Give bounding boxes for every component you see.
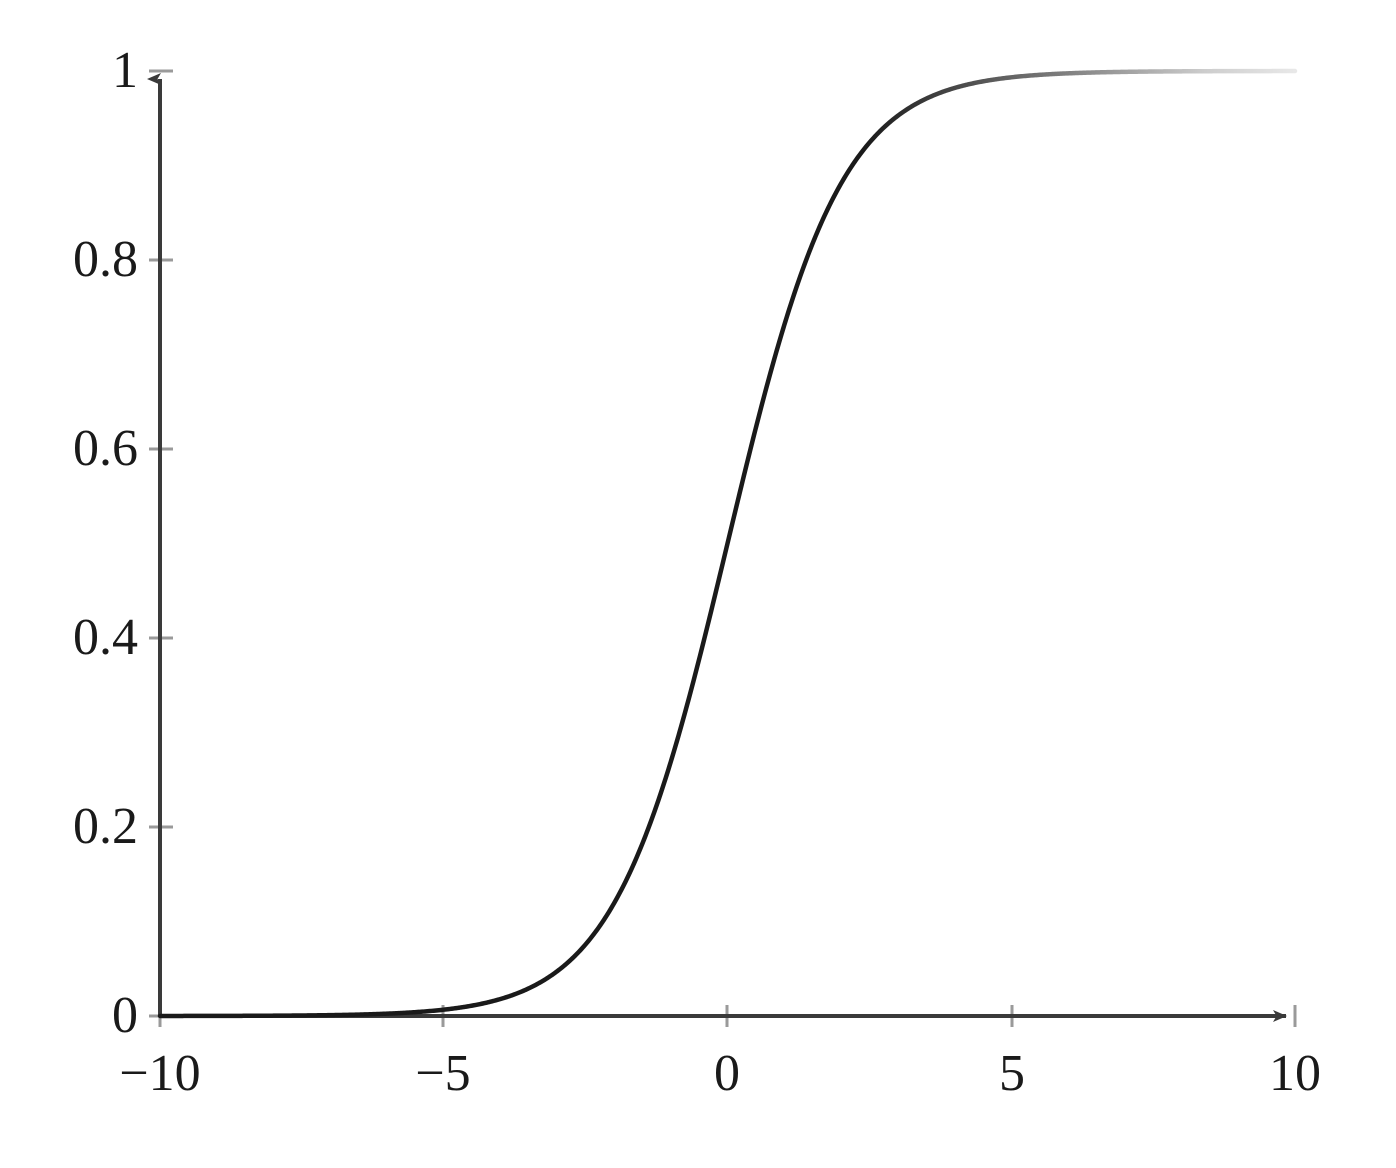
x-tick-label-0: 0 [714,1045,740,1102]
y-tick-label-0.6: 0.6 [73,420,138,477]
x-tick-label--5: −5 [415,1045,471,1102]
y-tick-label-0.8: 0.8 [73,231,138,288]
x-tick-label-10: 10 [1269,1045,1321,1102]
x-tick-label--10: −10 [119,1045,201,1102]
y-tick-label-0.2: 0.2 [73,798,138,855]
y-tick-label-0: 0 [112,987,138,1044]
y-tick-label-1: 1 [112,42,138,99]
y-tick-label-0.4: 0.4 [73,609,138,666]
sigmoid-curve [157,68,1298,1019]
x-tick-label-5: 5 [999,1045,1025,1102]
